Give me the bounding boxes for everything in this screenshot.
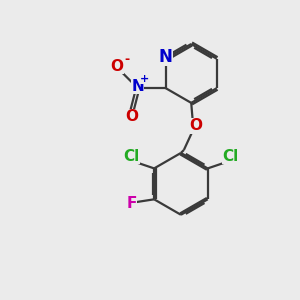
Text: O: O <box>190 118 203 134</box>
Text: Cl: Cl <box>123 148 140 164</box>
Text: O: O <box>125 109 138 124</box>
Text: N: N <box>159 48 173 66</box>
Text: +: + <box>140 74 149 84</box>
Text: -: - <box>124 53 129 66</box>
Text: Cl: Cl <box>222 148 239 164</box>
Text: F: F <box>127 196 137 211</box>
Text: O: O <box>111 59 124 74</box>
Text: N: N <box>131 79 144 94</box>
